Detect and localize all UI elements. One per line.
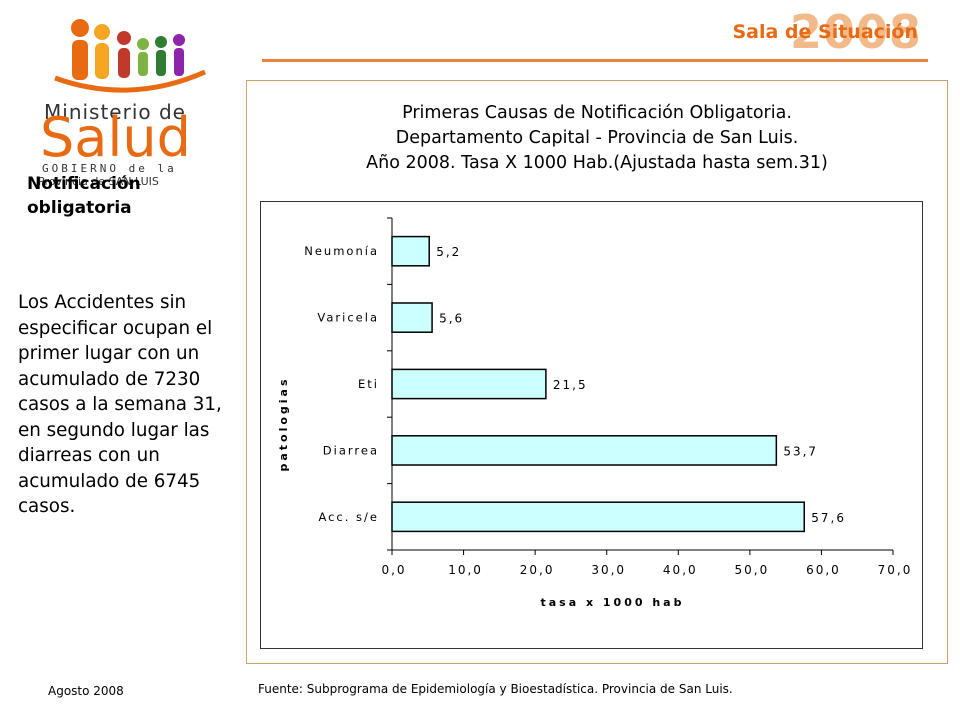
section-title: Notificación obligatoria (27, 174, 141, 218)
header-branding: 2008 Sala de Situación (700, 6, 940, 58)
logo-provincia-text: Provincia de SAN LUIS (38, 175, 159, 188)
chart-title-line-3: Año 2008. Tasa X 1000 Hab.(Ajustada hast… (366, 153, 828, 173)
bar-0 (391, 235, 430, 267)
logo-gobierno-text: GOBIERNO de la (42, 162, 177, 175)
data-label: 57,6 (811, 511, 846, 525)
footer-date: Agosto 2008 (48, 684, 124, 698)
bar-3 (391, 435, 778, 466)
chart-area: Neumonía 5,2 Varicela 5,6 Eti 21,5 Diarrea 53,7… (260, 201, 923, 649)
bar-1 (391, 302, 433, 333)
x-tick-label: 30,0 (591, 563, 626, 577)
x-tick-label: 40,0 (663, 563, 698, 577)
logo-figures-icon (54, 19, 207, 93)
data-label: 5,2 (436, 245, 461, 259)
chart-title: Primeras Causas de Notificación Obligato… (247, 101, 947, 176)
bar-chart: Neumonía 5,2 Varicela 5,6 Eti 21,5 Diarrea 53,7… (277, 217, 913, 609)
logo-salud-text: Salud (40, 106, 191, 169)
x-tick-label: 60,0 (806, 563, 841, 577)
data-label: 5,6 (439, 312, 464, 326)
footer-source: Fuente: Subprograma de Epidemiología y B… (258, 682, 733, 696)
header-divider (262, 59, 928, 62)
header-sala-title: Sala de Situación (732, 21, 918, 43)
data-label: 53,7 (783, 444, 818, 458)
category-label: Neumonía (304, 244, 379, 258)
header-year: 2008 (789, 5, 922, 59)
category-label: Acc. s/e (318, 510, 379, 524)
x-tick-label: 20,0 (520, 563, 555, 577)
data-label: 21,5 (553, 378, 588, 392)
category-label: Varicela (317, 311, 379, 325)
x-axis-title: tasa x 1000 hab (541, 596, 685, 609)
x-tick-label: 10,0 (448, 563, 483, 577)
logo-ministerio-text: Ministerio de (44, 100, 186, 124)
x-tick-label: 0,0 (381, 563, 406, 577)
y-axis-title: patologias (277, 376, 290, 471)
chart-title-line-2: Departamento Capital - Provincia de San … (395, 128, 799, 148)
chart-title-line-1: Primeras Causas de Notificación Obligato… (402, 103, 792, 123)
x-tick-label: 50,0 (734, 563, 769, 577)
side-summary-text: Los Accidentes sin especificar ocupan el… (18, 292, 222, 517)
bar-4 (391, 501, 806, 533)
ministerio-logo: Ministerio de Salud GOBIERNO de la Provi… (30, 10, 230, 188)
category-label: Diarrea (323, 443, 379, 457)
category-label: Eti (358, 377, 379, 391)
bar-2 (391, 368, 547, 400)
x-tick-label: 70,0 (878, 563, 913, 577)
chart-panel: Primeras Causas de Notificación Obligato… (246, 80, 948, 664)
